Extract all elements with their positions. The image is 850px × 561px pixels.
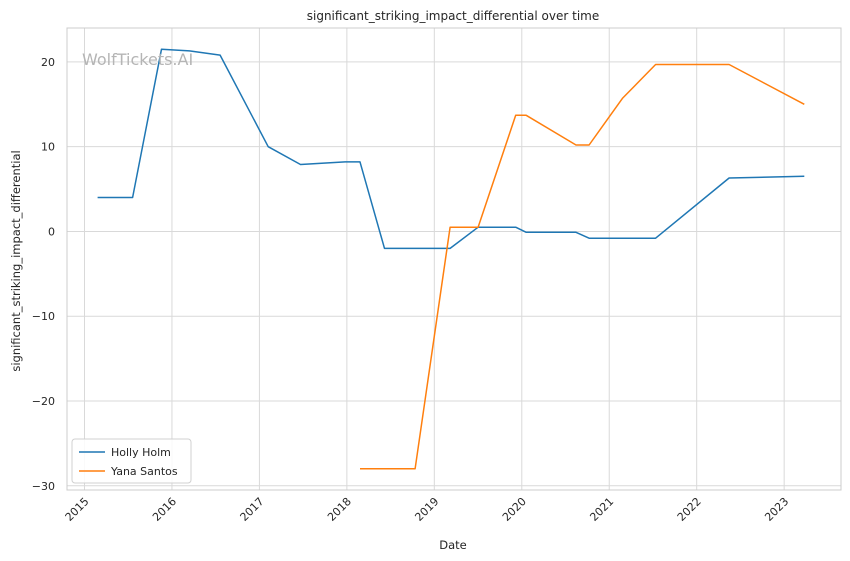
series-line-holly-holm xyxy=(97,48,805,250)
chart-title: significant_striking_impact_differential… xyxy=(307,9,599,23)
x-axis-label: Date xyxy=(439,538,467,552)
legend-label: Yana Santos xyxy=(110,465,178,478)
y-axis-label: significant_striking_impact_differential xyxy=(9,150,23,371)
grid xyxy=(67,28,841,490)
y-tick-label: 10 xyxy=(41,141,55,154)
y-tick-label: −20 xyxy=(32,395,55,408)
series-layer xyxy=(97,48,805,470)
y-tick-labels: −30 −20 −10 0 10 20 xyxy=(32,56,55,493)
y-tick-label: −30 xyxy=(32,480,55,493)
y-tick-label: 20 xyxy=(41,56,55,69)
watermark: WolfTickets.AI xyxy=(82,50,193,69)
legend-box xyxy=(71,438,192,484)
y-tick-label: −10 xyxy=(32,310,55,323)
y-tick-label: 0 xyxy=(48,225,55,238)
legend: Holly Holm Yana Santos xyxy=(71,438,192,484)
plot-frame xyxy=(66,27,842,491)
legend-label: Holly Holm xyxy=(111,446,171,459)
series-line-yana-santos xyxy=(360,63,805,470)
